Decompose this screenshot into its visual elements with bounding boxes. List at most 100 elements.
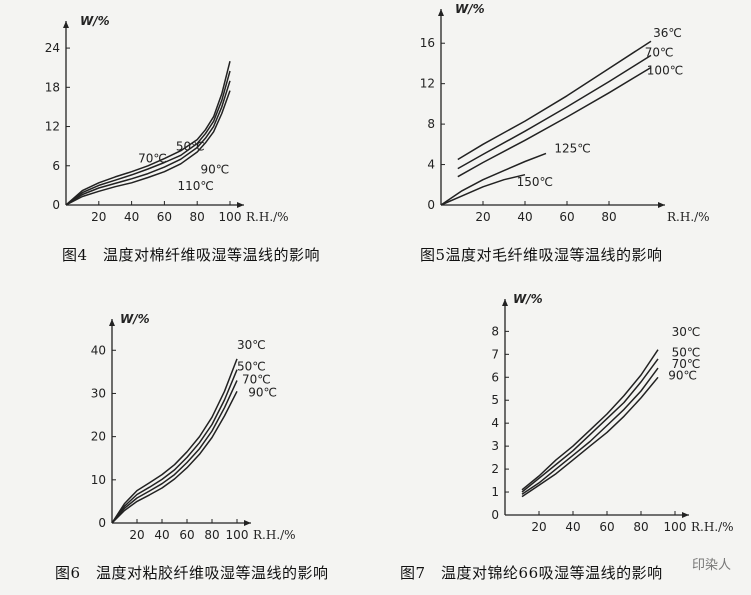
x-tick-label: 100 (226, 528, 249, 542)
series-label: 70℃ (672, 357, 701, 371)
y-tick-label: 2 (491, 462, 499, 476)
chart-fig4: W/% R.H./% 20 40 60 80 100 0 6 12 18 24 70℃ 50℃ 90℃ 110… (45, 14, 289, 224)
series-line (457, 54, 652, 170)
series-line (111, 390, 238, 524)
series-label: 150℃ (517, 175, 553, 189)
series-line (440, 152, 547, 206)
x-tick-label: 60 (559, 210, 574, 224)
series-label: 30℃ (672, 325, 701, 339)
series-line (111, 369, 238, 524)
series-label: 100℃ (647, 64, 683, 78)
y-tick-label: 10 (91, 473, 106, 487)
y-tick-label: 6 (52, 159, 60, 173)
y-axis-arrow (109, 319, 115, 326)
y-axis-title: W/% (455, 2, 485, 16)
series-label: 50℃ (237, 360, 266, 374)
x-tick-label: 20 (531, 520, 546, 534)
watermark-text: 印染人 (691, 558, 731, 573)
x-tick-label: 80 (601, 210, 616, 224)
y-tick-label: 12 (45, 120, 60, 134)
y-axis-title: W/% (80, 14, 110, 28)
x-tick-label: 40 (154, 528, 169, 542)
y-tick-label: 18 (45, 80, 60, 94)
y-axis-arrow (63, 21, 69, 28)
series-label: 90℃ (200, 163, 229, 177)
series-label: 125℃ (554, 141, 590, 155)
y-tick-label: 1 (491, 485, 499, 499)
y-tick-label: 3 (491, 439, 499, 453)
y-tick-label: 7 (491, 347, 499, 361)
x-axis-arrow (658, 202, 665, 208)
x-tick-label: 80 (633, 520, 648, 534)
x-axis-title: R.H./% (253, 528, 296, 542)
x-tick-label: 20 (91, 210, 106, 224)
y-tick-label: 0 (52, 198, 60, 212)
series-line (521, 349, 659, 491)
y-tick-label: 20 (91, 430, 106, 444)
y-tick-label: 16 (420, 36, 435, 50)
x-tick-label: 80 (204, 528, 219, 542)
x-axis-arrow (244, 520, 251, 526)
y-axis-title: W/% (513, 292, 543, 306)
series-label: 50℃ (176, 140, 205, 154)
y-axis-title: W/% (120, 312, 150, 326)
series-line (111, 358, 238, 524)
series-label: 110℃ (178, 179, 214, 193)
series-line (521, 376, 659, 498)
x-axis-arrow (682, 512, 689, 518)
series-label: 90℃ (248, 385, 277, 399)
x-tick-label: 40 (517, 210, 532, 224)
series-line (521, 358, 659, 493)
series-line (111, 380, 238, 524)
y-tick-label: 4 (491, 416, 499, 430)
y-tick-label: 12 (420, 77, 435, 91)
x-tick-label: 60 (599, 520, 614, 534)
series-line (440, 173, 526, 206)
series-line (521, 367, 659, 495)
y-tick-label: 40 (91, 343, 106, 357)
x-tick-label: 100 (664, 520, 687, 534)
caption-fig5: 图5温度对毛纤维吸湿等温线的影响 (420, 246, 663, 264)
series-label: 36℃ (653, 26, 682, 40)
y-axis-arrow (438, 9, 444, 16)
x-axis-arrow (237, 202, 244, 208)
y-tick-label: 5 (491, 393, 499, 407)
y-tick-label: 4 (427, 158, 435, 172)
x-tick-label: 80 (190, 210, 205, 224)
x-tick-label: 60 (179, 528, 194, 542)
series-label: 30℃ (237, 338, 266, 352)
y-tick-label: 6 (491, 370, 499, 384)
x-tick-label: 20 (475, 210, 490, 224)
series-line (65, 70, 231, 206)
y-tick-label: 8 (427, 117, 435, 131)
caption-fig7: 图7 温度对锦纶66吸湿等温线的影响 (400, 564, 663, 582)
y-axis-arrow (502, 299, 508, 306)
y-tick-label: 24 (45, 41, 60, 55)
series-line (65, 80, 231, 206)
series-line (65, 61, 231, 206)
series-line (65, 90, 231, 206)
series-label: 50℃ (672, 346, 701, 360)
y-tick-label: 0 (491, 508, 499, 522)
series-line (457, 66, 652, 178)
x-tick-label: 100 (219, 210, 242, 224)
y-tick-label: 0 (98, 516, 106, 530)
x-tick-label: 60 (157, 210, 172, 224)
x-tick-label: 40 (565, 520, 580, 534)
series-label: 90℃ (668, 369, 697, 383)
series-label: 70℃ (645, 45, 674, 59)
caption-fig6: 图6 温度对粘胶纤维吸湿等温线的影响 (55, 564, 329, 582)
series-label: 70℃ (242, 373, 271, 387)
x-axis-title: R.H./% (667, 210, 710, 224)
series-label: 70℃ (138, 152, 167, 166)
y-tick-label: 8 (491, 324, 499, 338)
series-line (457, 40, 652, 161)
x-axis-title: R.H./% (246, 210, 289, 224)
y-tick-label: 30 (91, 386, 106, 400)
chart-fig6: W/% R.H./% 20 40 60 80 100 0 10 20 30 40 30℃ 50℃70℃90… (91, 312, 296, 542)
x-axis-title: R.H./% (691, 520, 734, 534)
x-tick-label: 20 (129, 528, 144, 542)
y-tick-label: 0 (427, 198, 435, 212)
x-tick-label: 40 (124, 210, 139, 224)
